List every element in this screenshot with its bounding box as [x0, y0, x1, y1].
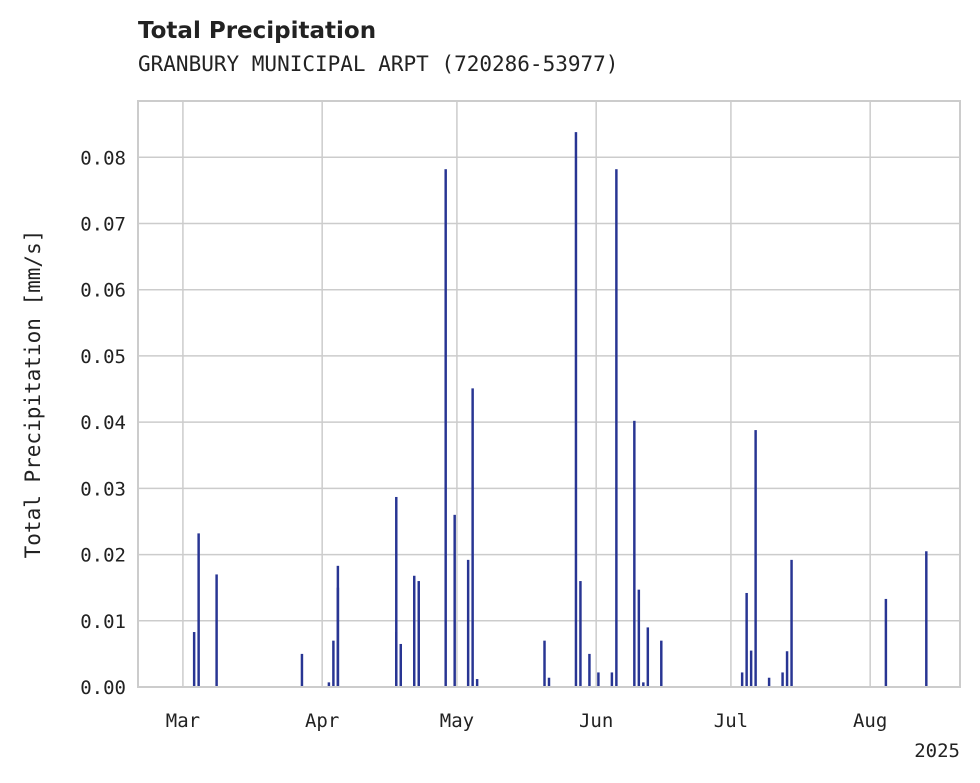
x-tick-label: Jun [579, 710, 613, 732]
y-tick-labels: 0.00 0.01 0.02 0.03 0.04 0.05 0.06 0.07 0.08 [80, 147, 126, 699]
precipitation-bar [610, 672, 614, 687]
precipitation-bar [615, 169, 618, 688]
precipitation-bar [660, 640, 663, 687]
y-tick-label: 0.08 [80, 147, 126, 169]
y-tick-label: 0.00 [80, 677, 126, 699]
x-tick-label: May [440, 710, 474, 732]
precipitation-bar [749, 650, 753, 687]
y-axis-label: Total Precipitation [mm/s] [21, 230, 45, 559]
gridlines [138, 101, 960, 688]
precipitation-bar [767, 677, 771, 687]
precipitation-bar [646, 627, 650, 687]
precipitation-bar [192, 632, 196, 687]
precipitation-bar [925, 551, 928, 687]
x-tick-label: Mar [166, 710, 200, 732]
x-tick-label: Jul [714, 710, 748, 732]
precipitation-bar [785, 651, 789, 687]
y-tick-label: 0.07 [80, 213, 126, 235]
precipitation-bar [332, 640, 335, 687]
precipitation-bar [547, 677, 551, 687]
precipitation-bar [754, 430, 757, 687]
precipitation-bar [471, 388, 474, 687]
precipitation-bar [413, 575, 416, 687]
precipitation-bar [637, 589, 641, 687]
precipitation-bar [327, 682, 331, 687]
precipitation-bar [633, 420, 636, 687]
chart-subtitle: GRANBURY MUNICIPAL ARPT (720286-53977) [138, 52, 619, 76]
y-tick-label: 0.01 [80, 611, 126, 633]
precipitation-bar [574, 132, 578, 687]
precipitation-bar [745, 592, 748, 687]
y-tick-label: 0.03 [80, 478, 126, 500]
precipitation-bar [300, 653, 304, 687]
precipitation-bar [453, 514, 456, 687]
precipitation-bar [395, 496, 398, 687]
precipitation-bar [588, 653, 591, 687]
x-offset-label: 2025 [914, 740, 960, 762]
x-tick-label: Aug [853, 710, 887, 732]
precipitation-bar [740, 672, 744, 687]
precipitation-bar [215, 574, 218, 687]
y-tick-label: 0.02 [80, 545, 126, 567]
precipitation-bar [466, 559, 470, 687]
plot-frame [137, 100, 961, 688]
precipitation-bar [781, 672, 784, 687]
precipitation-bar [395, 632, 398, 687]
y-tick-label: 0.04 [80, 412, 126, 434]
precipitation-bar [475, 679, 479, 687]
y-tick-label: 0.05 [80, 346, 126, 368]
precipitation-bar [197, 533, 200, 687]
precipitation-bar [579, 581, 582, 687]
precipitation-bar [642, 682, 645, 687]
precipitation-bar [399, 643, 403, 687]
precipitation-bar [790, 559, 793, 687]
x-tick-label: Apr [305, 710, 339, 732]
precipitation-bar [417, 581, 420, 687]
x-tick-labels: Mar Apr May Jun Jul Aug [166, 710, 888, 732]
chart-title: Total Precipitation [138, 18, 377, 44]
precipitation-bar [336, 587, 340, 687]
y-tick-label: 0.06 [80, 280, 126, 302]
bar-series [192, 132, 928, 688]
precipitation-bar [884, 598, 888, 687]
precipitation-bar [543, 640, 546, 687]
precipitation-bar [597, 672, 600, 687]
precipitation-bar [444, 169, 447, 688]
